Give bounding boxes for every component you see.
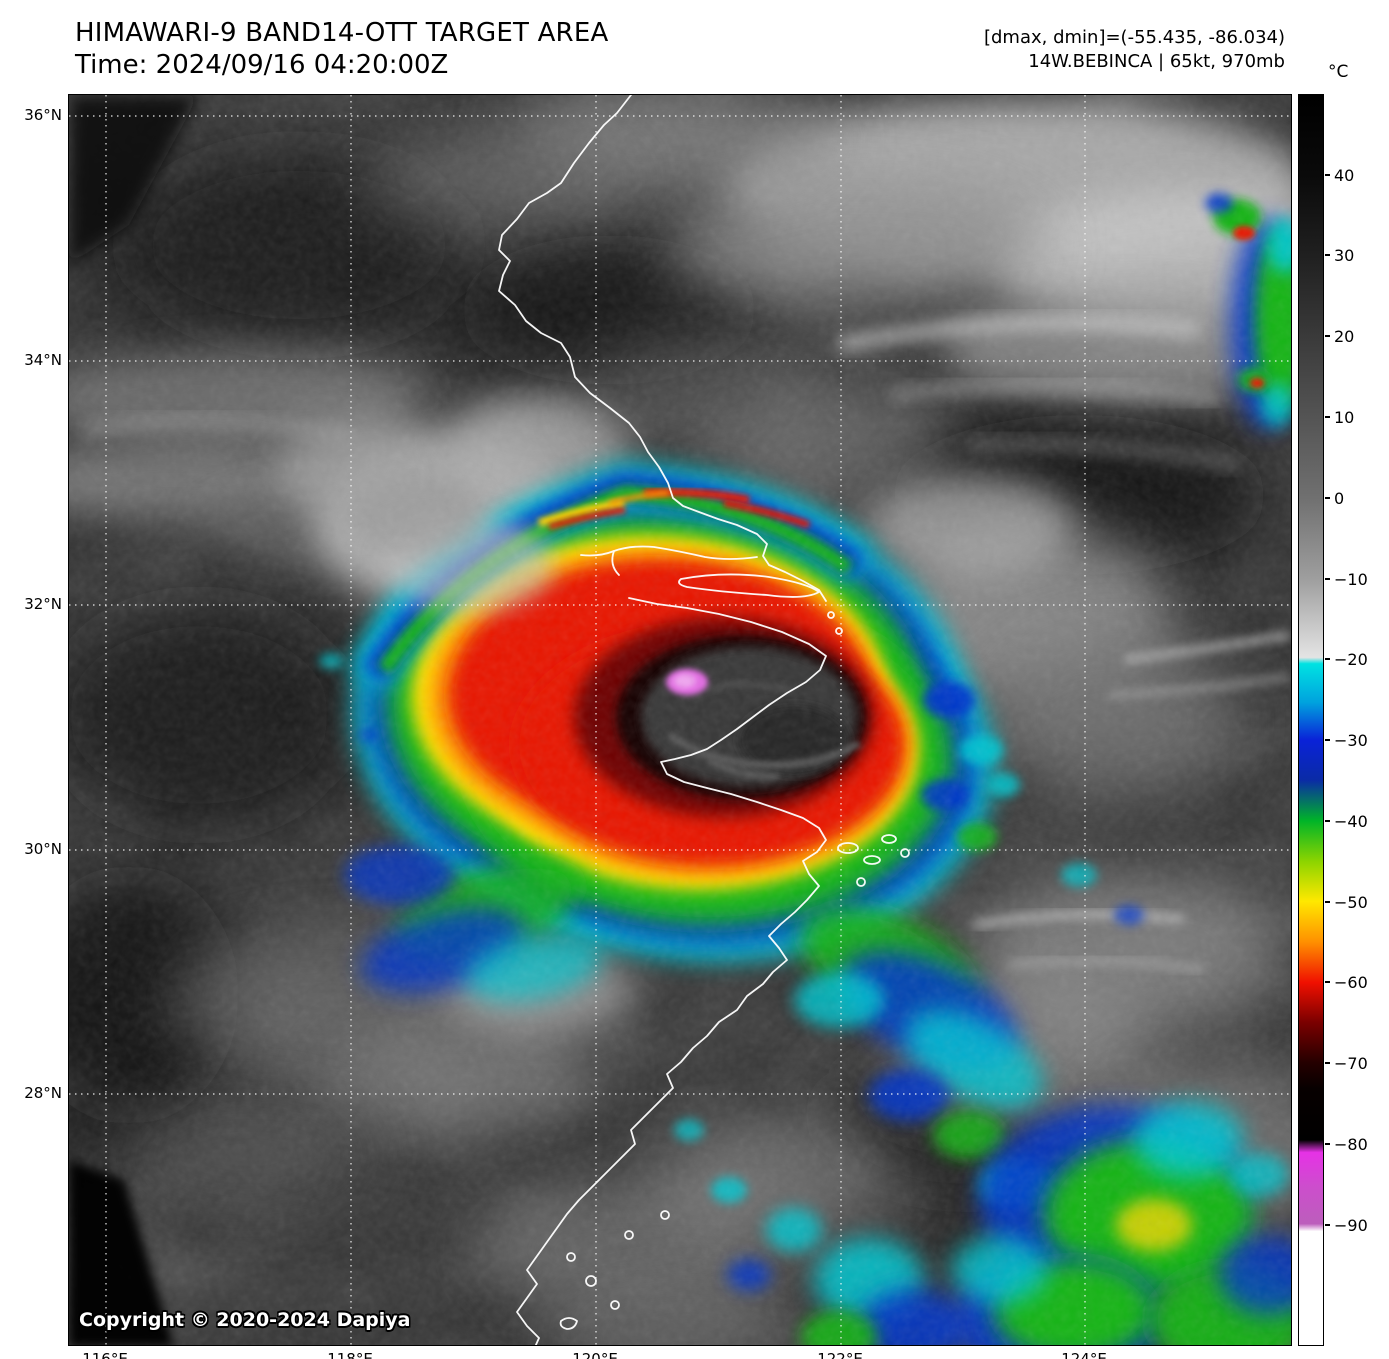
lat-label: 36°N [24, 106, 62, 124]
tick-mark [1325, 739, 1330, 741]
colorbar-tick-label: −50 [1334, 892, 1368, 912]
tick-mark [1325, 1224, 1330, 1226]
colorbar-tick: 40 [1325, 165, 1354, 185]
lon-label: 118°E [327, 1350, 373, 1359]
colorbar-tick: −90 [1325, 1215, 1368, 1235]
colorbar-tick: −30 [1325, 730, 1368, 750]
colorbar-tick-label: 40 [1334, 165, 1355, 185]
colorbar-tick-label: 10 [1334, 407, 1355, 427]
colorbar-tick-label: −10 [1334, 569, 1368, 589]
storm-readout: 14W.BEBINCA | 65kt, 970mb [1028, 51, 1285, 72]
coastlines [498, 95, 910, 1345]
colorbar-tick-label: 20 [1334, 326, 1355, 346]
tick-mark [1325, 820, 1330, 822]
colorbar-tick-label: −60 [1334, 972, 1368, 992]
colorbar-tick-label: −70 [1334, 1053, 1368, 1073]
colorbar-tick: 20 [1325, 326, 1354, 346]
copyright: Copyright © 2020-2024 Dapiya [79, 1309, 411, 1331]
tick-mark [1325, 578, 1330, 580]
colorbar-tick: −60 [1325, 972, 1368, 992]
tick-mark [1325, 497, 1330, 499]
satellite-image [69, 95, 1291, 1345]
colorbar-tick: −80 [1325, 1134, 1368, 1154]
colorbar [1298, 94, 1324, 1346]
tick-mark [1325, 1062, 1330, 1064]
colorbar-tick-label: −30 [1334, 730, 1368, 750]
image-grain [69, 95, 1291, 1345]
colorbar-unit: °C [1328, 62, 1349, 82]
colorbar-tick: −20 [1325, 649, 1368, 669]
figure-time: Time: 2024/09/16 04:20:00Z [75, 50, 449, 80]
tick-mark [1325, 416, 1330, 418]
grid-lines [69, 95, 1291, 1345]
corner-shadows [69, 95, 199, 1345]
lon-label: 122°E [817, 1350, 863, 1359]
figure-meta: [dmax, dmin]=(-55.435, -86.034) 14W.BEBI… [984, 26, 1285, 74]
colorbar-tick-label: −20 [1334, 649, 1368, 669]
tick-mark [1325, 254, 1330, 256]
tick-mark [1325, 335, 1330, 337]
figure-title: HIMAWARI-9 BAND14-OTT TARGET AREA [75, 18, 609, 48]
colorbar-tick: 30 [1325, 245, 1354, 265]
colorbar-tick-label: −40 [1334, 811, 1368, 831]
lat-label: 28°N [24, 1084, 62, 1102]
lon-label: 120°E [572, 1350, 618, 1359]
colorbar-tick: −70 [1325, 1053, 1368, 1073]
colorbar-tick-label: 0 [1334, 488, 1345, 508]
map-area: Copyright © 2020-2024 Dapiya [68, 94, 1292, 1346]
colorbar-tick: 10 [1325, 407, 1354, 427]
lat-label: 30°N [24, 840, 62, 858]
colorbar-tick: 0 [1325, 488, 1344, 508]
colorbar-tick: −40 [1325, 811, 1368, 831]
dmax-dmin-readout: [dmax, dmin]=(-55.435, -86.034) [983, 27, 1285, 48]
colorbar-tick-label: −80 [1334, 1134, 1368, 1154]
tick-mark [1325, 901, 1330, 903]
tick-mark [1325, 174, 1330, 176]
colorbar-tick: −50 [1325, 892, 1368, 912]
lon-label: 124°E [1061, 1350, 1107, 1359]
colorbar-tick-label: 30 [1334, 245, 1355, 265]
tick-mark [1325, 658, 1330, 660]
lon-label: 116°E [82, 1350, 128, 1359]
tick-mark [1325, 981, 1330, 983]
lat-label: 34°N [24, 351, 62, 369]
tick-mark [1325, 1143, 1330, 1145]
colorbar-tick-label: −90 [1334, 1215, 1368, 1235]
colorbar-tick: −10 [1325, 569, 1368, 589]
lat-label: 32°N [24, 595, 62, 613]
